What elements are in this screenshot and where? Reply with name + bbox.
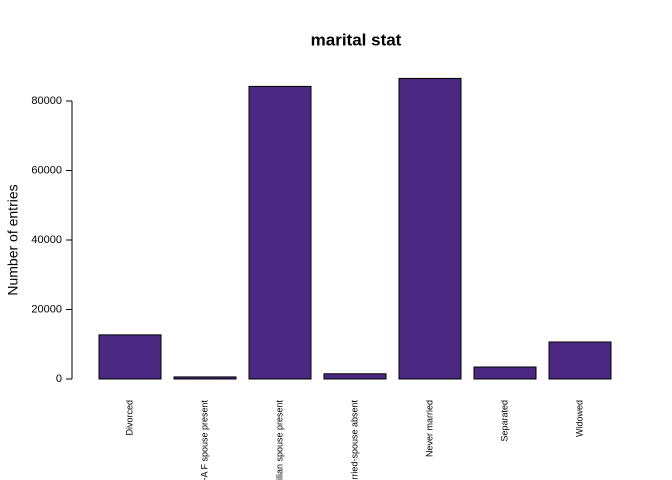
y-tick-label: 60000	[31, 164, 62, 176]
chart-title: marital stat	[311, 30, 402, 49]
x-tick-label: Married-A F spouse present	[199, 400, 209, 480]
x-tick-label: Married-civilian spouse present	[274, 400, 284, 480]
bar	[548, 341, 612, 380]
y-tick-label: 80000	[31, 95, 62, 107]
y-tick-label: 20000	[31, 303, 62, 315]
x-tick-label: Married-spouse absent	[349, 400, 359, 480]
bar	[173, 376, 237, 380]
y-tick-label: 40000	[31, 234, 62, 246]
x-tick-label: Separated	[499, 400, 509, 442]
y-axis-label: Number of entries	[5, 184, 21, 295]
bar	[248, 85, 312, 380]
bar	[98, 334, 162, 380]
bar	[473, 366, 537, 380]
bar	[398, 77, 462, 380]
x-tick-label: Widowed	[574, 400, 584, 437]
x-tick-label: Never married	[424, 400, 434, 457]
bar	[323, 373, 387, 380]
y-tick-label: 0	[56, 373, 62, 385]
x-tick-label: Divorced	[124, 400, 134, 436]
